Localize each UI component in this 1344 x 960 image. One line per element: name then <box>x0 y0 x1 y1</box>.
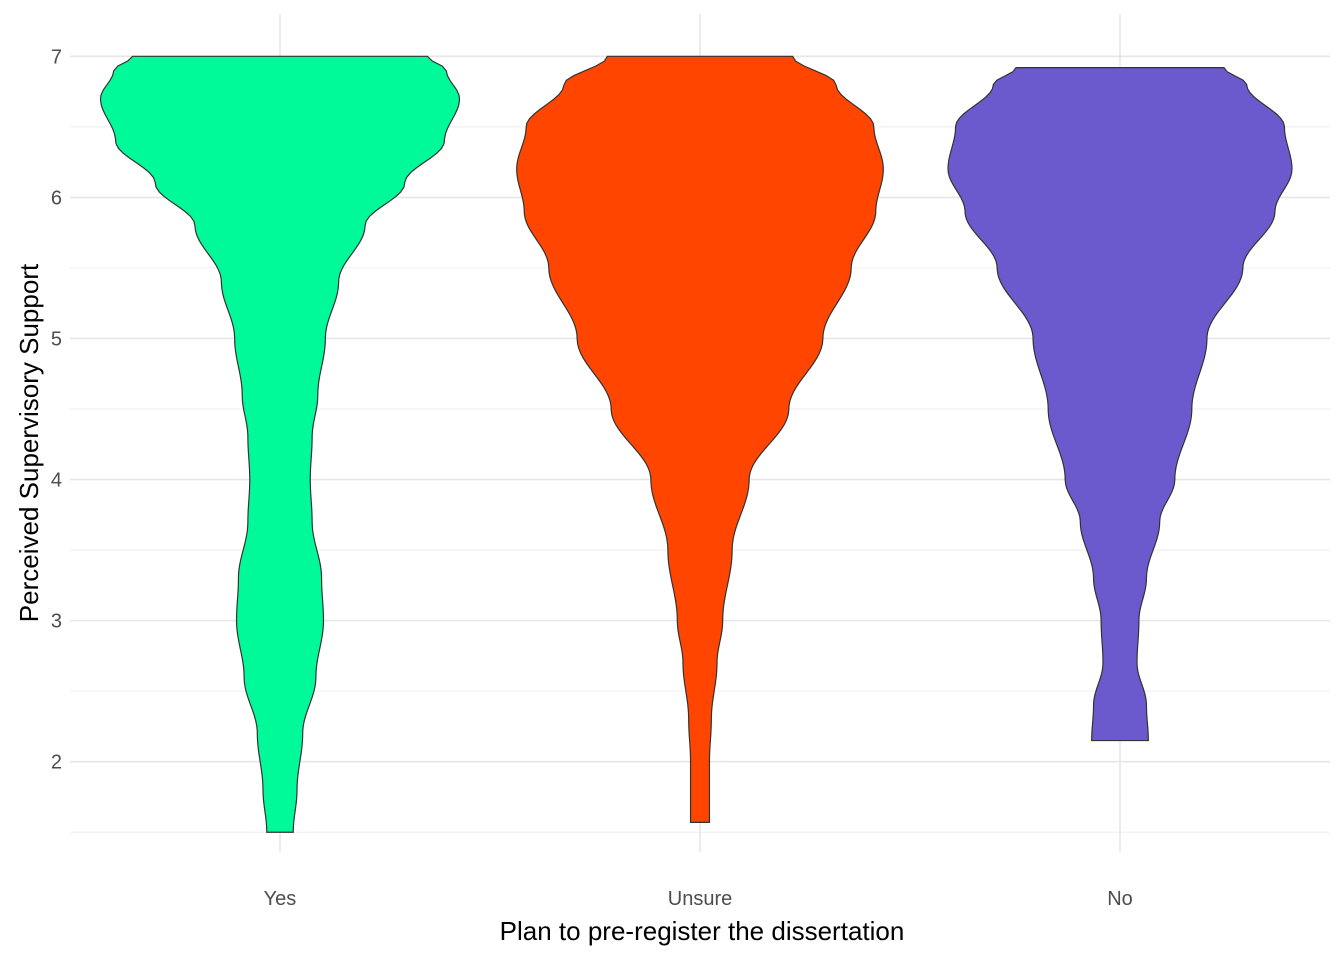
y-axis-title: Perceived Supervisory Support <box>14 263 44 622</box>
x-tick-label: Unsure <box>668 888 732 910</box>
x-tick-label: Yes <box>264 888 297 910</box>
tick-labels: 2 3 4 5 6 7 Yes Unsure No <box>51 46 1133 910</box>
y-tick-label: 6 <box>51 187 62 209</box>
x-tick-label: No <box>1107 888 1133 910</box>
y-tick-label: 2 <box>51 752 62 774</box>
y-tick-label: 5 <box>51 328 62 350</box>
y-tick-label: 3 <box>51 611 62 633</box>
violins <box>99 55 1293 833</box>
violin-yes <box>99 55 461 833</box>
violin-no <box>947 67 1293 742</box>
violin-unsure <box>516 55 884 823</box>
x-axis-title: Plan to pre-register the dissertation <box>500 916 905 946</box>
y-tick-label: 7 <box>51 46 62 68</box>
y-tick-label: 4 <box>51 470 62 492</box>
